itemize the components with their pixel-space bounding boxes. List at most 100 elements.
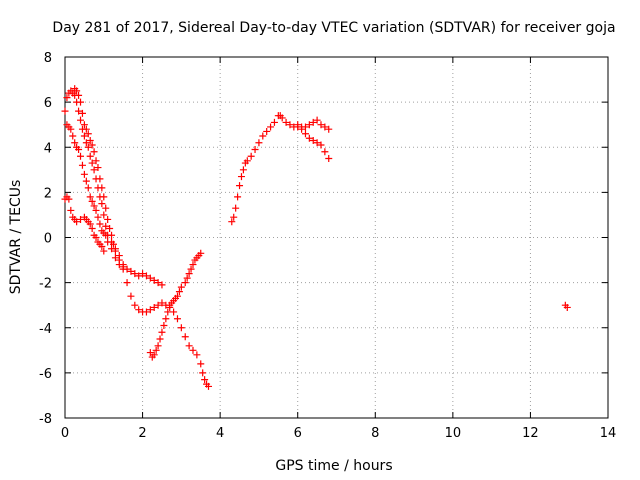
data-point bbox=[294, 121, 302, 129]
data-point bbox=[78, 161, 86, 169]
plot-border bbox=[64, 56, 609, 419]
data-point bbox=[197, 249, 205, 257]
data-point bbox=[259, 132, 267, 140]
data-point bbox=[90, 148, 98, 156]
x-axis-label: GPS time / hours bbox=[275, 458, 392, 474]
data-point bbox=[75, 91, 83, 99]
data-point bbox=[94, 213, 102, 221]
data-point bbox=[286, 121, 294, 129]
data-point bbox=[84, 143, 92, 151]
data-point bbox=[158, 281, 166, 289]
data-point bbox=[305, 134, 313, 142]
data-point bbox=[321, 123, 329, 131]
data-point bbox=[189, 346, 197, 354]
x-tick-label: 0 bbox=[61, 426, 69, 441]
x-tick-label: 8 bbox=[371, 426, 379, 441]
data-point bbox=[146, 349, 154, 357]
data-point bbox=[199, 369, 207, 377]
data-point bbox=[92, 206, 100, 214]
data-point bbox=[90, 166, 98, 174]
data-point bbox=[181, 333, 189, 341]
data-point bbox=[173, 292, 181, 300]
x-tick-label: 6 bbox=[294, 426, 302, 441]
data-point bbox=[102, 222, 110, 230]
data-point bbox=[86, 152, 94, 160]
x-tick-label: 10 bbox=[445, 426, 462, 441]
data-point bbox=[77, 152, 85, 160]
data-point bbox=[239, 166, 247, 174]
data-point bbox=[309, 118, 317, 126]
data-point bbox=[127, 267, 135, 275]
x-tick-label: 2 bbox=[138, 426, 146, 441]
x-tick-label: 4 bbox=[216, 426, 224, 441]
y-tick-label: -8 bbox=[39, 412, 52, 427]
data-point bbox=[201, 376, 209, 384]
data-point bbox=[177, 324, 185, 332]
data-point bbox=[189, 261, 197, 269]
data-point bbox=[104, 238, 112, 246]
data-point bbox=[185, 270, 193, 278]
data-point bbox=[86, 136, 94, 144]
data-point bbox=[325, 125, 333, 133]
data-point bbox=[88, 159, 96, 167]
data-point bbox=[119, 261, 127, 269]
data-point bbox=[563, 303, 571, 311]
data-point bbox=[100, 247, 108, 255]
data-point bbox=[313, 139, 321, 147]
data-point bbox=[301, 123, 309, 131]
data-point bbox=[104, 215, 112, 223]
data-point bbox=[197, 360, 205, 368]
data-point bbox=[131, 301, 139, 309]
data-point bbox=[94, 164, 102, 172]
data-point bbox=[154, 301, 162, 309]
data-point bbox=[309, 136, 317, 144]
data-point bbox=[230, 213, 238, 221]
data-point bbox=[123, 265, 131, 273]
y-axis-label: SDTVAR / TECUs bbox=[8, 180, 24, 295]
data-point bbox=[102, 204, 110, 212]
data-point bbox=[228, 218, 236, 226]
data-point bbox=[96, 220, 104, 228]
axis-ticks bbox=[64, 56, 609, 419]
data-point bbox=[123, 279, 131, 287]
data-point bbox=[313, 116, 321, 124]
data-point bbox=[109, 240, 117, 248]
data-point bbox=[173, 315, 181, 323]
data-point bbox=[92, 157, 100, 165]
y-tick-label: 2 bbox=[44, 186, 52, 201]
data-point bbox=[115, 252, 123, 260]
data-point bbox=[317, 141, 325, 149]
data-point bbox=[98, 200, 106, 208]
data-point bbox=[86, 220, 94, 228]
data-point bbox=[108, 231, 116, 239]
data-point bbox=[90, 202, 98, 210]
data-point bbox=[160, 321, 168, 329]
data-point bbox=[73, 218, 81, 226]
data-point bbox=[65, 195, 73, 203]
data-point bbox=[236, 182, 244, 190]
data-point bbox=[131, 270, 139, 278]
data-point bbox=[154, 342, 162, 350]
data-point bbox=[205, 382, 213, 390]
data-point bbox=[270, 118, 278, 126]
data-point bbox=[69, 132, 77, 140]
data-point bbox=[75, 107, 83, 115]
data-point bbox=[67, 125, 75, 133]
data-point bbox=[75, 146, 83, 154]
data-point bbox=[150, 303, 158, 311]
data-point bbox=[78, 109, 86, 117]
data-point bbox=[146, 306, 154, 314]
data-point bbox=[142, 308, 150, 316]
data-point bbox=[187, 265, 195, 273]
data-point bbox=[263, 127, 271, 135]
data-point bbox=[86, 193, 94, 201]
y-tick-labels: -8 -6 -4 -2 0 2 4 6 8 bbox=[39, 51, 52, 427]
y-tick-label: 8 bbox=[44, 51, 52, 66]
data-points bbox=[61, 85, 571, 390]
data-point bbox=[305, 121, 313, 129]
data-point bbox=[142, 272, 150, 280]
data-point bbox=[88, 197, 96, 205]
data-point bbox=[88, 224, 96, 232]
data-point bbox=[243, 157, 251, 165]
